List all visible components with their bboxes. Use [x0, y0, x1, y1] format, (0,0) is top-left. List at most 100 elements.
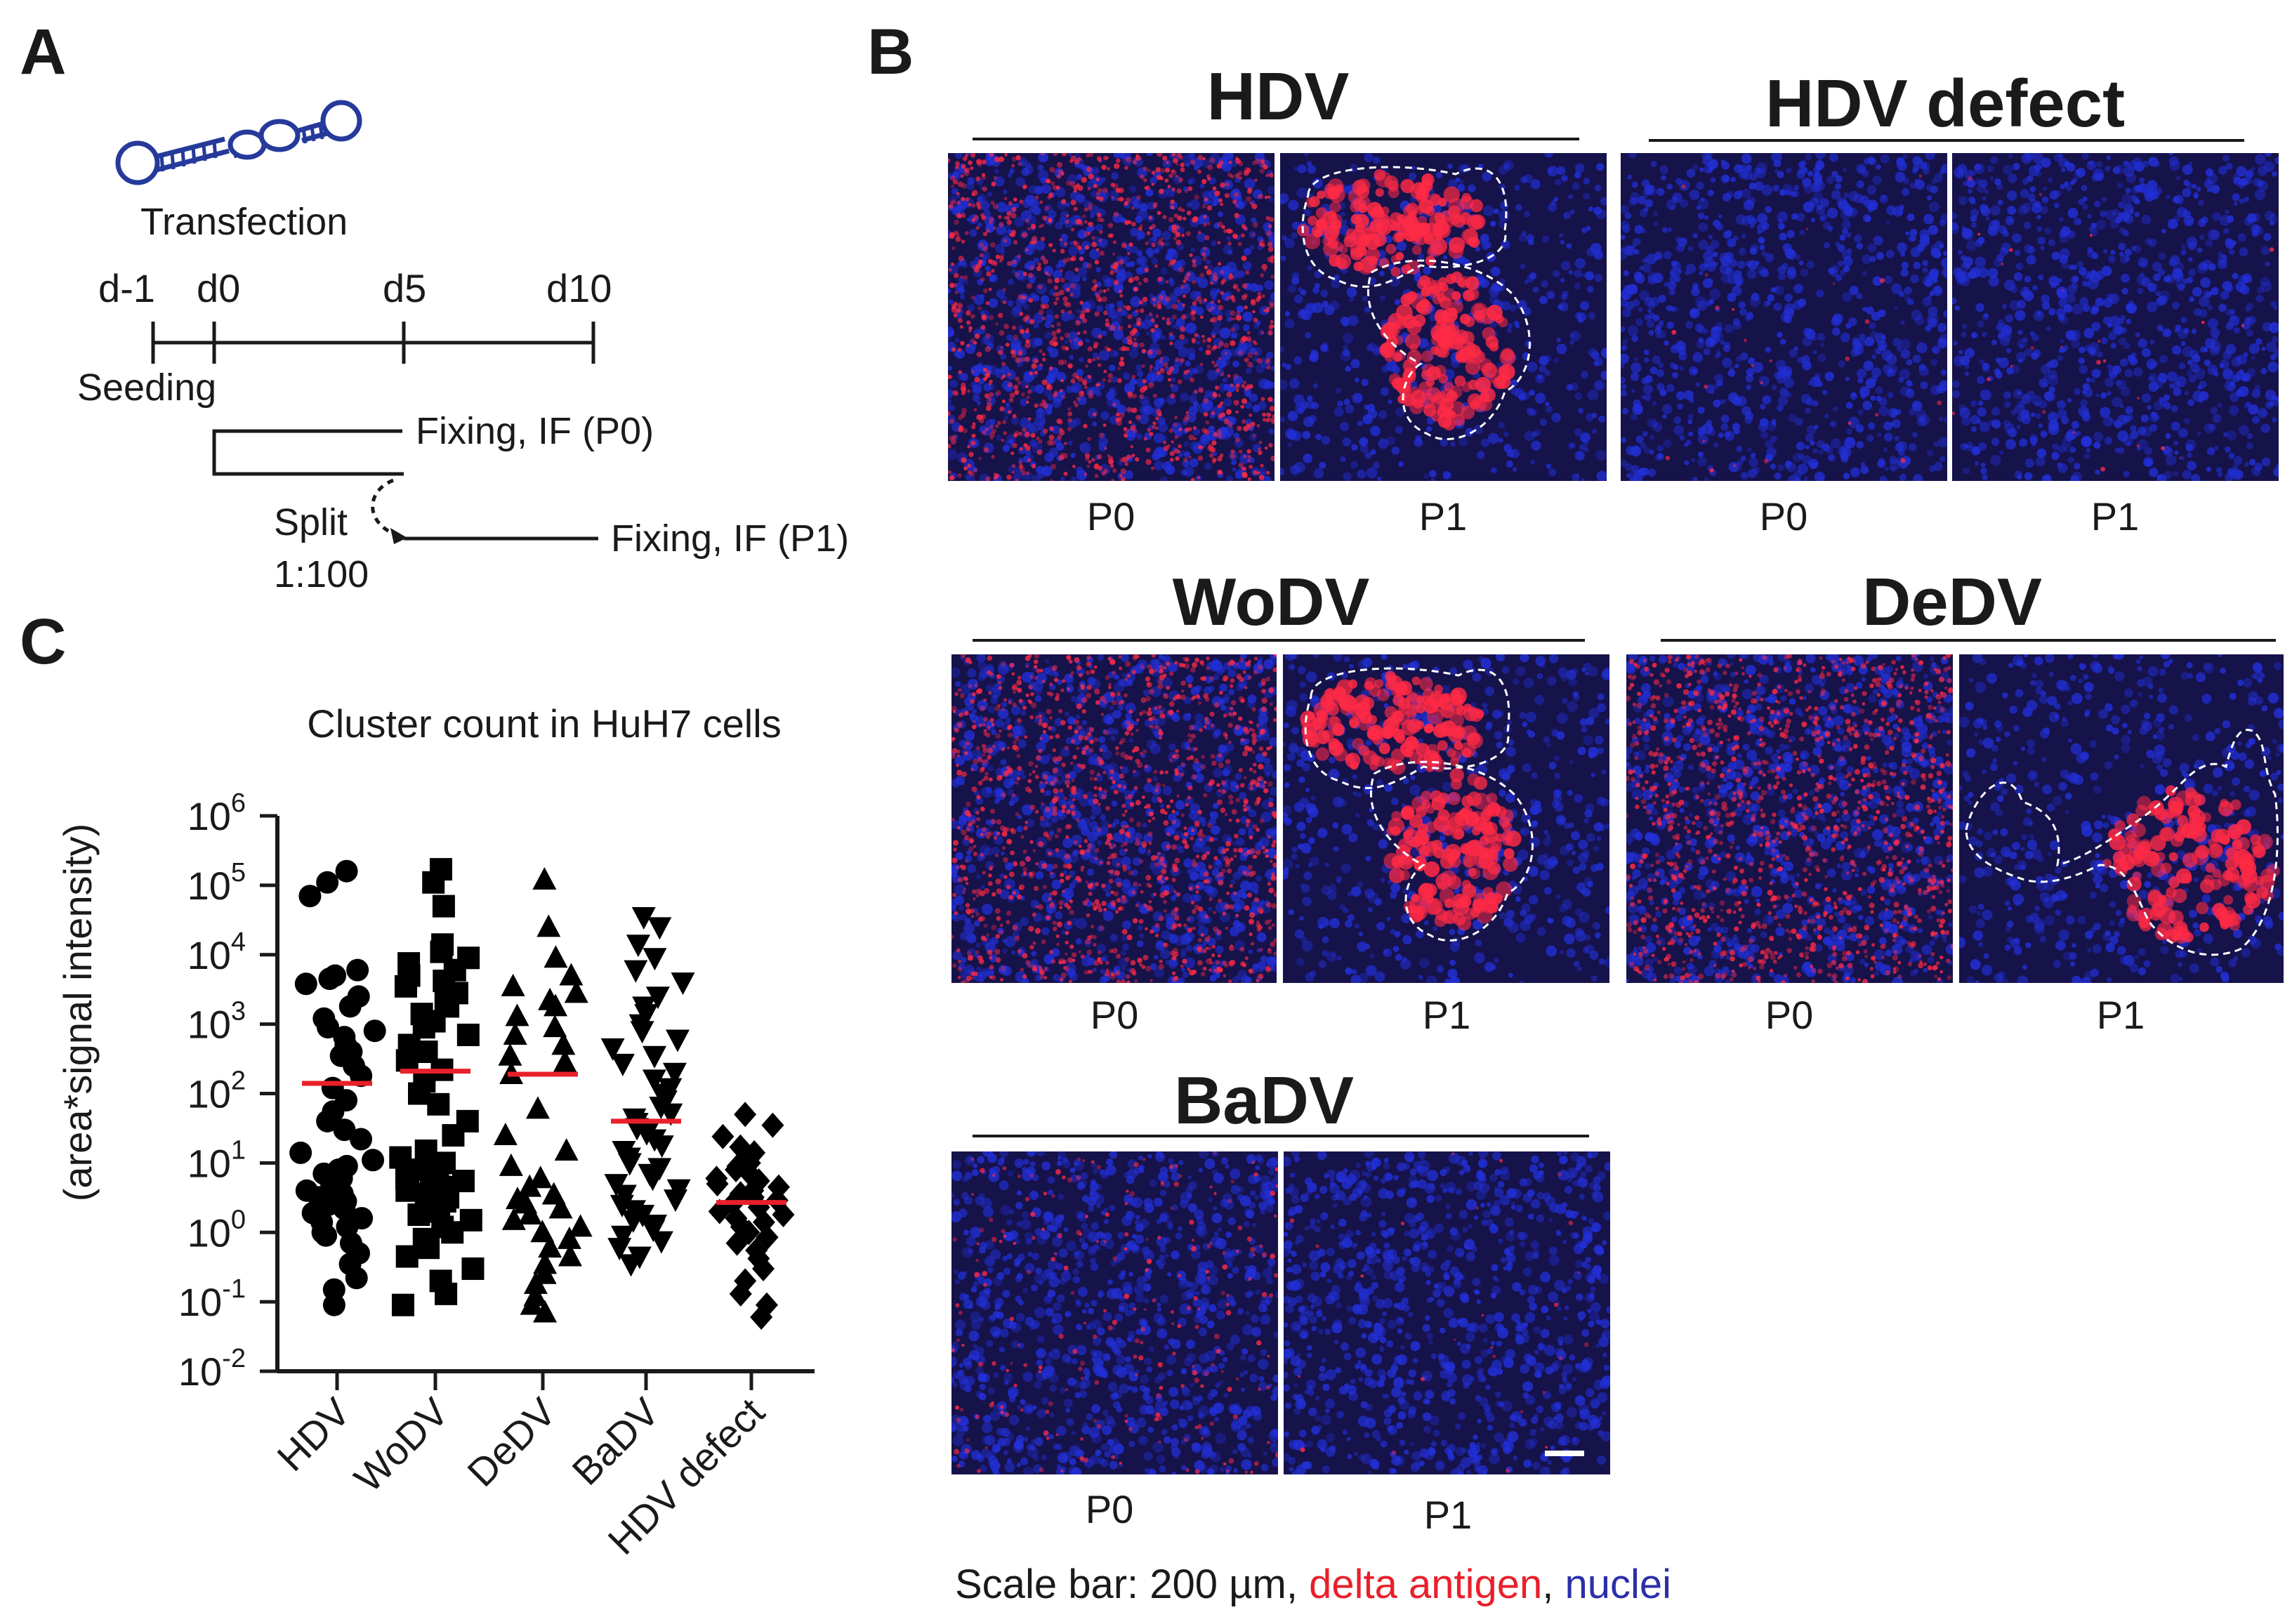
day-label: d-1 [98, 266, 155, 310]
data-point [505, 1003, 529, 1026]
data-point [456, 1023, 480, 1046]
y-tick-label: 100 [187, 1205, 246, 1255]
data-point [600, 1038, 625, 1061]
micrograph [1626, 654, 1953, 983]
data-point [338, 995, 362, 1018]
p0-label: P0 [1085, 1487, 1134, 1531]
data-point [432, 894, 455, 918]
data-point [729, 1281, 752, 1307]
data-point [659, 1103, 683, 1126]
timeline [151, 322, 595, 364]
group-title-wodv: WoDV [1172, 565, 1370, 640]
p1-label: P1 [2096, 993, 2145, 1037]
data-point [442, 1124, 465, 1147]
data-point [708, 1199, 731, 1224]
y-tick-label: 104 [187, 927, 246, 977]
data-point [544, 993, 568, 1017]
data-point [317, 1016, 340, 1039]
hdv-p0-image [948, 153, 1275, 481]
data-point [548, 1196, 573, 1219]
data-point [551, 1032, 576, 1055]
data-point [559, 963, 584, 986]
data-point [316, 1109, 339, 1133]
data-point [289, 1141, 312, 1164]
dedv-p0-image [1626, 654, 1953, 983]
data-point [394, 975, 417, 998]
p1-label: P1 [1422, 993, 1471, 1037]
micrograph [951, 1151, 1278, 1474]
micrograph [948, 153, 1275, 481]
data-point [395, 1179, 419, 1202]
data-point [333, 1197, 356, 1220]
seeding-label: Seeding [77, 367, 216, 409]
day-label: d0 [197, 266, 240, 310]
data-point [645, 986, 670, 1010]
data-point [649, 1231, 673, 1254]
micrograph [1284, 1151, 1610, 1474]
data-point [752, 1255, 775, 1281]
y-axis-label: (area*signal intensity) [55, 824, 100, 1201]
wodv-p0-image [951, 654, 1277, 983]
p0-label: P0 [1765, 993, 1814, 1037]
data-point [322, 1293, 345, 1316]
data-point [756, 1224, 779, 1250]
data-point [761, 1112, 784, 1138]
y-tick-label: 101 [187, 1135, 246, 1185]
group-title-underline [1661, 639, 2276, 642]
data-point [619, 1254, 643, 1277]
caption-antigen: delta antigen [1309, 1562, 1543, 1607]
group-title-underline [973, 138, 1579, 140]
micrograph [1280, 153, 1607, 481]
data-point [427, 1092, 450, 1116]
data-point [493, 1123, 518, 1146]
cluster-chart: Cluster count in HuH7 cells (area*signal… [55, 701, 815, 1563]
figure-caption: Scale bar: 200 µm, delta antigen, nuclei [955, 1564, 1671, 1605]
micrograph [1283, 654, 1609, 983]
y-tick-label: 10-2 [178, 1344, 246, 1394]
hdv-defect-p1-image [1952, 153, 2279, 481]
data-point [607, 1238, 632, 1261]
x-tick-label: BaDV [563, 1389, 667, 1493]
data-point [624, 960, 648, 983]
data-point [663, 1189, 687, 1213]
data-point [533, 1300, 558, 1323]
data-point [711, 1123, 735, 1149]
data-point [503, 1022, 527, 1045]
badv-p0-image [951, 1151, 1278, 1474]
group-title-underline [973, 1135, 1589, 1137]
x-tick-label: WoDV [345, 1389, 457, 1500]
fix-p1-label: Fixing, IF (P1) [611, 517, 849, 560]
data-point [417, 1236, 440, 1260]
data-point [315, 1224, 338, 1247]
data-point [642, 1069, 666, 1092]
data-point [611, 1225, 635, 1248]
data-point [528, 1166, 553, 1189]
fix-p0-label: Fixing, IF (P0) [416, 410, 654, 452]
data-point [294, 972, 317, 996]
data-point [558, 1243, 582, 1267]
p1-label: P1 [1418, 494, 1468, 539]
data-point [643, 1045, 667, 1069]
data-point [498, 1043, 522, 1066]
data-point [501, 973, 525, 996]
data-point [298, 885, 322, 908]
split-label: Split [274, 501, 348, 543]
workflow-diagram: Transfection d-1 d0 d5 d10 Seeding Fixin… [77, 100, 849, 595]
data-point [631, 906, 656, 930]
group-title-hdv-defect: HDV defect [1765, 66, 2126, 141]
data-point [391, 1293, 414, 1316]
data-point [435, 1282, 458, 1305]
day-label: d10 [546, 266, 612, 310]
panel-a-label: A [20, 16, 67, 88]
data-point [499, 1153, 523, 1176]
data-point [345, 1267, 368, 1290]
hdv-p1-image [1280, 153, 1607, 481]
data-point [395, 1245, 419, 1268]
chart-title: Cluster count in HuH7 cells [307, 701, 781, 746]
data-point [647, 917, 672, 940]
data-point [318, 968, 341, 991]
data-point [553, 1050, 577, 1073]
badv-p1-image [1284, 1151, 1610, 1474]
day-label: d5 [383, 266, 426, 310]
y-tick-label: 103 [187, 997, 246, 1047]
